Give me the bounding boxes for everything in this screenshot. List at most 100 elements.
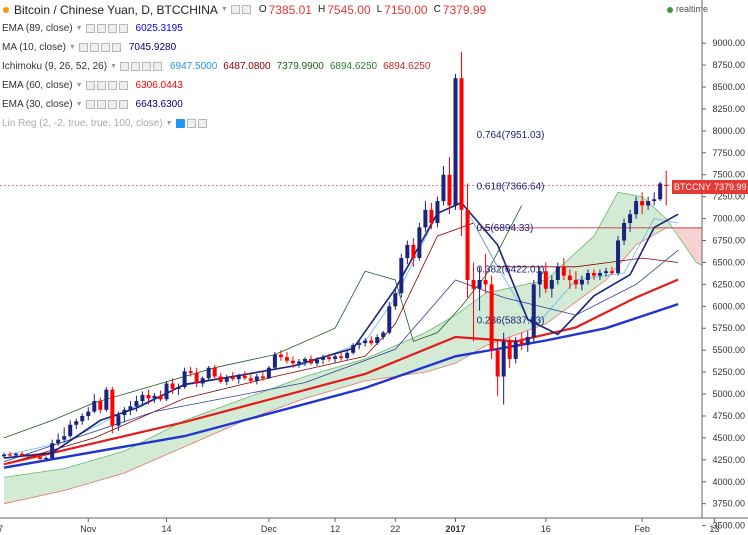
indicator-row[interactable]: Ichimoku (9, 26, 52, 26) ▼ 6947.5000 6487.0… (0, 57, 560, 76)
chevron-down-icon[interactable]: ▼ (75, 101, 83, 108)
indicator-row[interactable]: EMA (60, close) ▼ 6306.0443 (0, 76, 560, 95)
gear-icon[interactable] (89, 43, 99, 52)
indicator-row[interactable]: EMA (30, close) ▼ 6643.6300 (0, 95, 560, 114)
candle-body (597, 272, 602, 276)
fibonacci-levels: 0.764(7951.03) 0.618(7366.64) 0.5(6894.33)… (477, 130, 702, 327)
candle-body (339, 356, 344, 359)
y-tick-label: 4000.00 (712, 477, 745, 487)
candle-body (20, 453, 25, 456)
gear-icon[interactable] (96, 100, 106, 109)
y-tick-label: 8000.00 (712, 126, 745, 136)
candle-body (230, 377, 235, 380)
tenkan-sen (3, 200, 679, 456)
candle-body (543, 271, 548, 289)
candle-body (579, 280, 584, 285)
settings-icon[interactable] (142, 62, 151, 71)
candle-body (200, 378, 205, 384)
eye-icon[interactable] (85, 100, 95, 109)
settings-icon[interactable] (107, 24, 117, 33)
gear-icon[interactable] (96, 24, 106, 33)
y-tick-label: 7750.00 (712, 148, 745, 158)
candle-body (110, 389, 115, 426)
x-tick-label: 16 (541, 524, 551, 534)
close-icon[interactable] (118, 81, 128, 90)
indicator-value: 7379.9900 (276, 61, 324, 72)
candle-body (56, 439, 61, 444)
indicator-row[interactable]: Lin Reg (2, -2, true, true, 100, close) ▼ (0, 114, 560, 133)
chevron-down-icon[interactable]: ▼ (110, 63, 117, 70)
candle-body (664, 184, 669, 186)
candle-body (622, 222, 627, 241)
ohlc-open-label: O (258, 4, 267, 15)
candle-body (369, 340, 374, 344)
legend: Bitcoin / Chinese Yuan, D, BTCCHINA ▼ O … (0, 0, 560, 133)
fib-label: 0.236(5837.63) (477, 316, 545, 327)
candle-body (525, 337, 530, 345)
candle-body (50, 443, 55, 459)
candle-body (381, 332, 386, 338)
y-tick-label: 8250.00 (712, 104, 745, 114)
kijun-sen (3, 222, 679, 465)
candle-body (254, 376, 259, 381)
candle-body (567, 275, 572, 280)
y-axis-background (702, 0, 748, 535)
close-icon[interactable] (197, 119, 207, 128)
settings-icon[interactable] (107, 100, 117, 109)
gear-icon[interactable] (96, 81, 106, 90)
candle-body (206, 367, 211, 379)
indicator-row[interactable]: MA (10, close) ▼ 7045.9280 (0, 38, 560, 57)
candle-body (128, 406, 133, 410)
candle-body (182, 371, 187, 388)
indicator-value: 6894.6250 (329, 61, 378, 72)
chevron-down-icon[interactable]: ▼ (75, 82, 83, 89)
x-tick-label: 2017 (445, 524, 465, 534)
y-tick-label: 8500.00 (712, 82, 745, 92)
chevron-down-icon[interactable]: ▼ (220, 6, 228, 13)
candle-body (290, 360, 295, 364)
ohlc-high-label: H (317, 4, 326, 15)
eye-icon[interactable] (230, 5, 240, 14)
close-icon[interactable] (118, 100, 128, 109)
eye-icon[interactable] (85, 24, 95, 33)
y-tick-label: 7250.00 (712, 192, 745, 202)
x-axis: 17 Nov 14 Dec 12 22 2017 16 Feb 13 (0, 517, 748, 534)
eye-icon[interactable] (78, 43, 88, 52)
cloud-bullish (4, 192, 673, 504)
candle-body (260, 376, 265, 379)
chevron-down-icon[interactable]: ▼ (68, 44, 76, 51)
settings-icon[interactable] (107, 81, 117, 90)
candle-body (634, 201, 639, 215)
chevron-down-icon[interactable]: ▼ (165, 120, 173, 127)
candle-body (573, 280, 578, 285)
indicator-name: MA (10, close) (2, 42, 66, 53)
indicator-value: 6894.6250 (383, 61, 431, 72)
x-tick-label: 12 (330, 524, 340, 534)
close-icon[interactable] (153, 62, 162, 71)
eye-icon[interactable] (120, 62, 129, 71)
settings-icon[interactable] (100, 43, 110, 52)
gear-icon[interactable] (241, 5, 251, 14)
candle-body (2, 454, 6, 457)
ohlc-open: 7385.01 (268, 2, 312, 17)
candle-body (405, 244, 410, 259)
candle-body (194, 372, 199, 384)
senkou-span-b (3, 227, 733, 505)
close-icon[interactable] (111, 43, 121, 52)
x-tick-label: 22 (390, 524, 400, 534)
candle-body (531, 284, 536, 338)
candle-body (92, 401, 97, 412)
indicator-value: 6643.6300 (135, 99, 183, 110)
candle-body (453, 78, 458, 206)
eye-icon[interactable] (85, 81, 95, 90)
candle-body (555, 266, 560, 280)
gear-icon[interactable] (186, 119, 196, 128)
indicator-row[interactable]: EMA (89, close) ▼ 6025.3195 (0, 19, 560, 38)
chevron-down-icon[interactable]: ▼ (75, 25, 83, 32)
candle-body (513, 341, 518, 359)
close-icon[interactable] (118, 24, 128, 33)
eye-icon[interactable] (175, 119, 185, 128)
candle-body (387, 306, 392, 333)
y-tick-label: 7000.00 (712, 214, 745, 224)
gear-icon[interactable] (131, 62, 140, 71)
